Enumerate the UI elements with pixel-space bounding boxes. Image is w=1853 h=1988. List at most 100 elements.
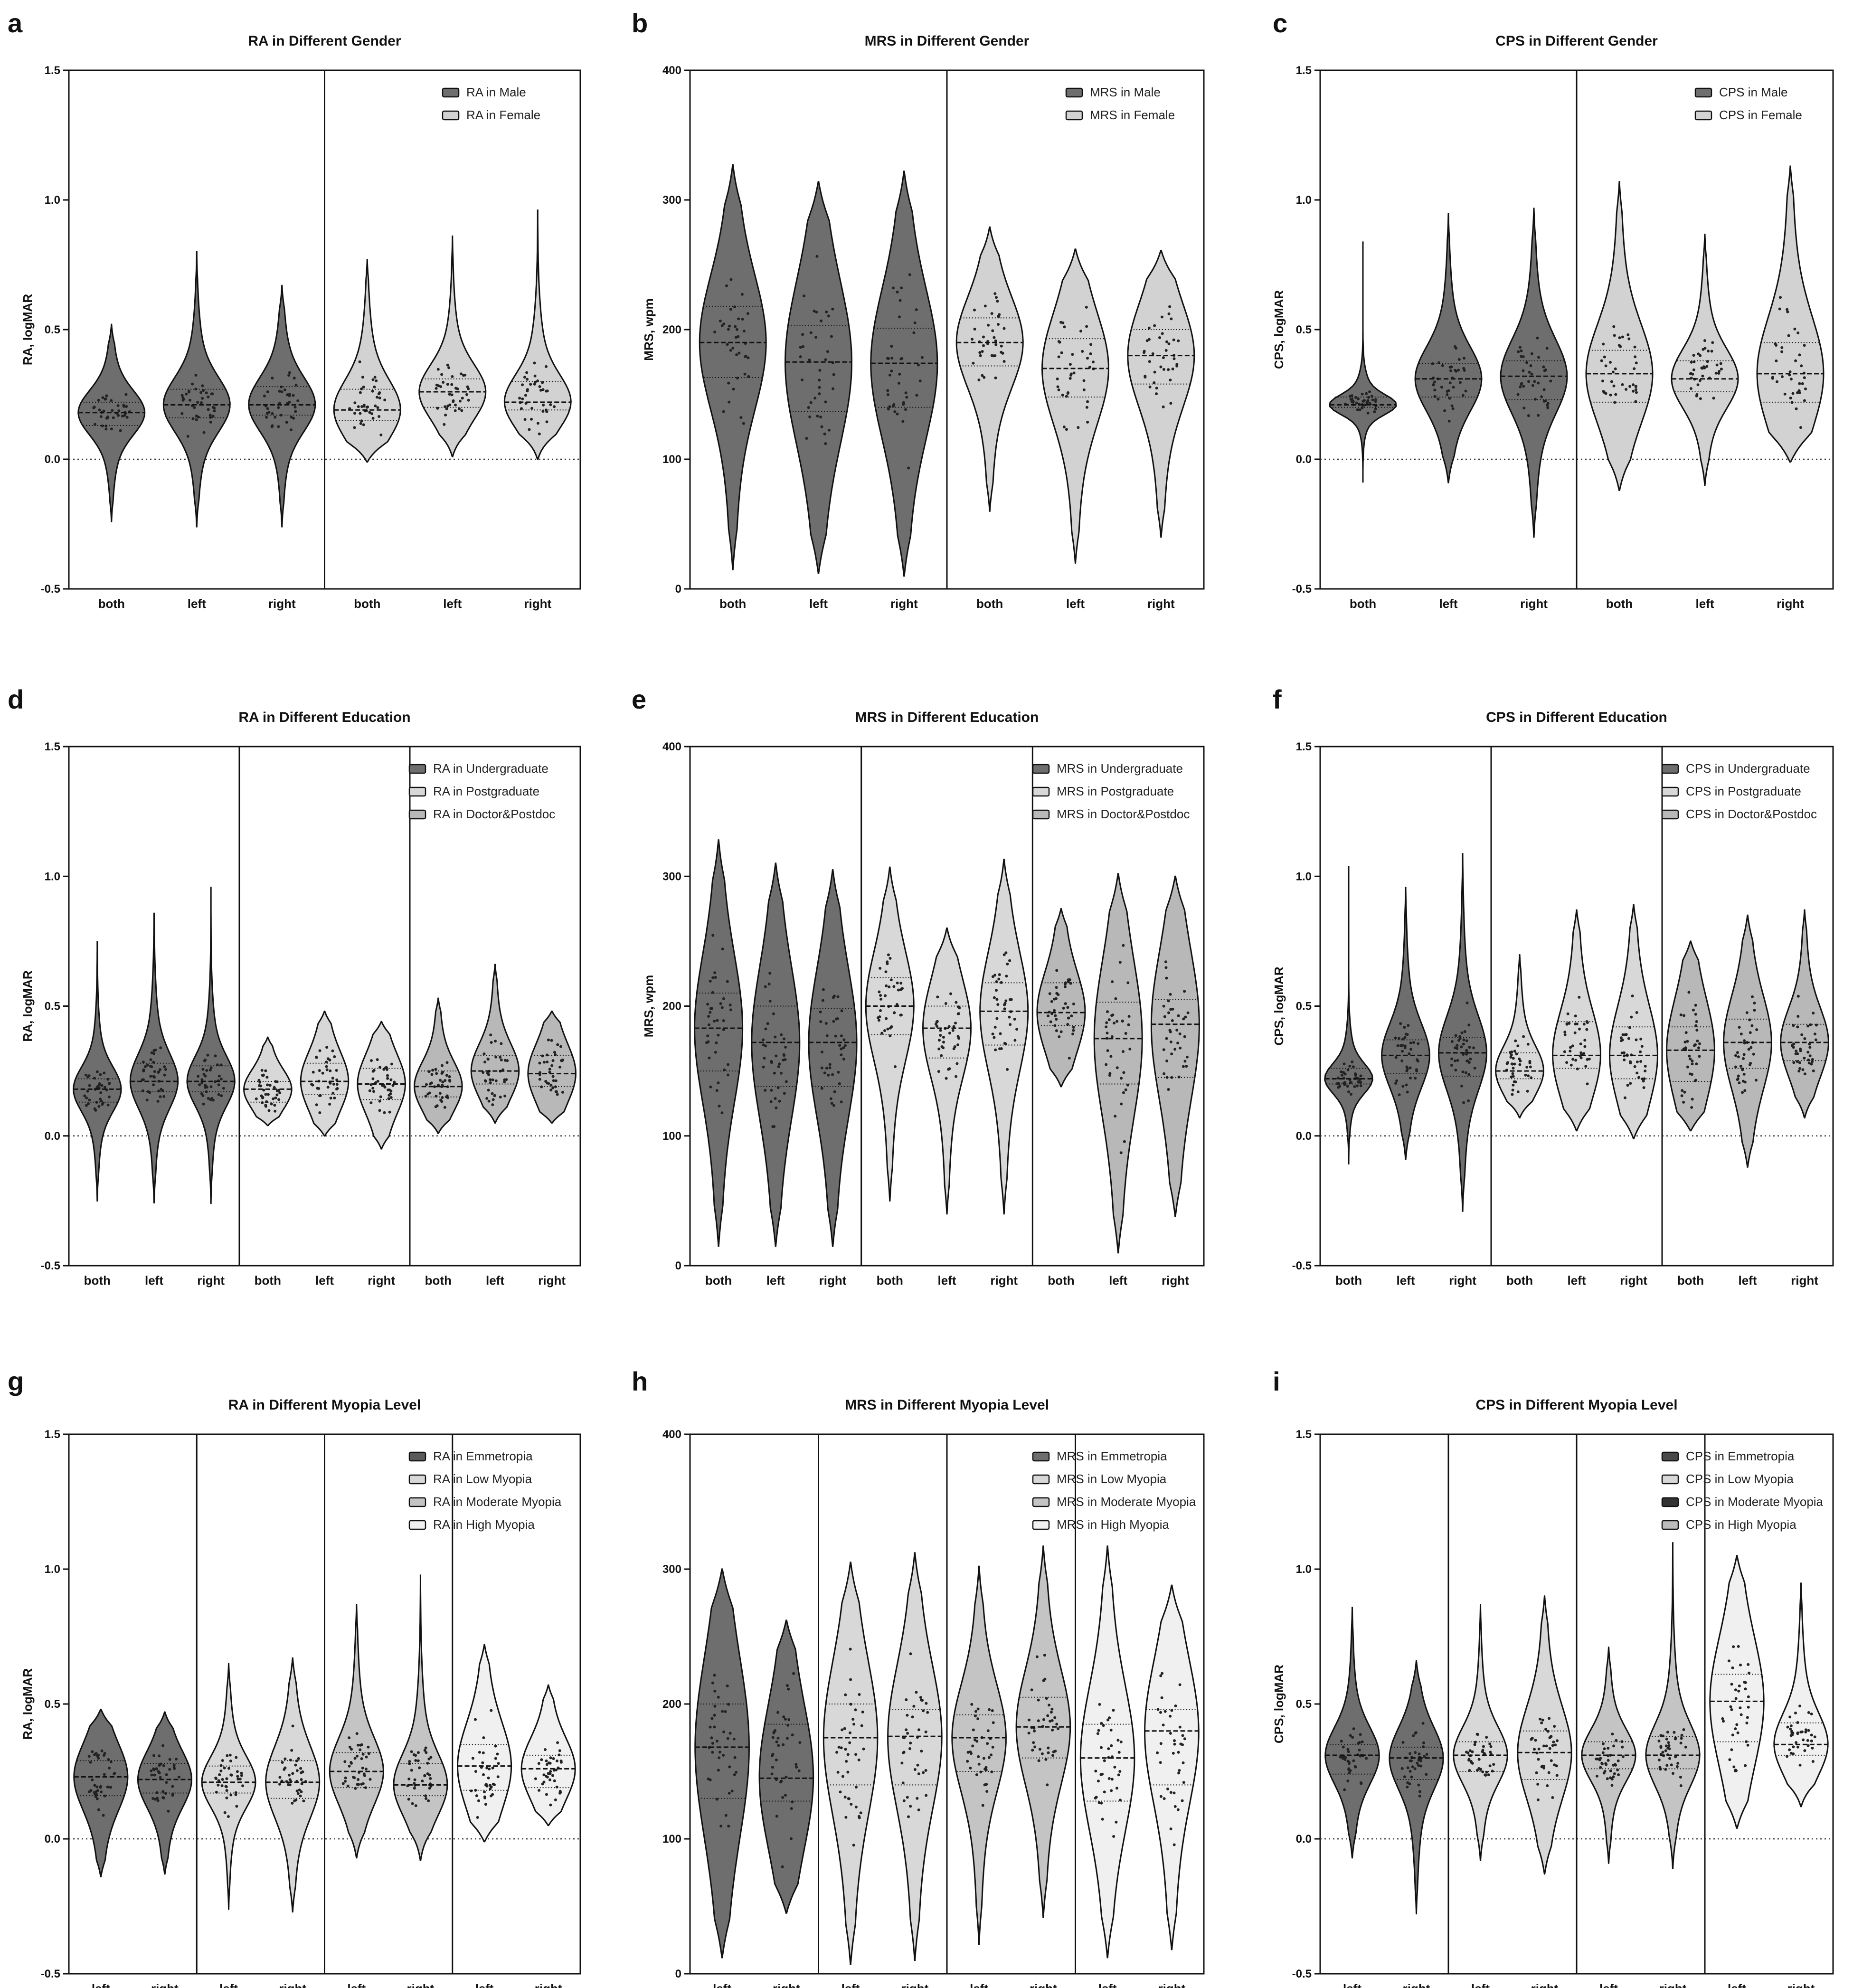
data-point [1072, 1026, 1075, 1029]
data-point [802, 345, 805, 348]
data-point [1057, 1727, 1059, 1730]
data-point [387, 1089, 390, 1091]
data-point [966, 1751, 970, 1754]
data-point [1697, 352, 1700, 356]
data-point [1116, 1020, 1119, 1023]
data-point [491, 1078, 494, 1081]
data-point [483, 1060, 487, 1064]
data-point [185, 392, 188, 396]
data-point [706, 1034, 709, 1038]
panel-title: RA in Different Education [238, 710, 410, 725]
violin-i-4 [1517, 1595, 1572, 1875]
data-point [1696, 1039, 1699, 1042]
data-point [1574, 1014, 1577, 1018]
data-point [1170, 1076, 1173, 1079]
data-point [799, 346, 802, 349]
data-point [990, 354, 993, 357]
data-point [1064, 1002, 1067, 1005]
data-point [1525, 1066, 1529, 1069]
x-tick-label: both [1048, 1273, 1074, 1287]
data-point [1462, 1042, 1465, 1046]
data-point [331, 1049, 334, 1052]
data-point [278, 1091, 282, 1095]
data-point [1684, 1745, 1687, 1749]
violin-shape [694, 1568, 750, 1959]
data-point [908, 273, 911, 276]
data-point [1441, 364, 1444, 367]
data-point [956, 1043, 959, 1046]
data-point [1578, 995, 1581, 999]
data-point [1789, 397, 1792, 400]
data-point [271, 424, 274, 427]
data-point [762, 1038, 765, 1041]
data-point [440, 1085, 444, 1089]
data-point [1623, 1058, 1626, 1061]
data-point [1796, 331, 1800, 334]
data-point [1630, 1015, 1633, 1019]
data-point [1684, 1046, 1687, 1050]
data-point [909, 1805, 912, 1808]
data-point [1049, 1711, 1053, 1714]
data-point [119, 429, 122, 432]
data-point [1103, 1759, 1106, 1762]
data-point [1798, 1067, 1802, 1070]
data-point [901, 420, 905, 423]
data-point [1635, 1038, 1638, 1041]
data-point [1569, 1050, 1572, 1053]
data-point [1813, 1032, 1816, 1036]
data-point [277, 425, 280, 428]
violin-g-2 [137, 1711, 193, 1875]
data-point [428, 1787, 431, 1790]
violin-shape [1144, 1584, 1200, 1950]
data-point [1467, 1023, 1471, 1027]
data-point [1116, 1739, 1120, 1742]
data-point [1629, 1082, 1632, 1085]
data-point [236, 1778, 240, 1781]
data-point [1806, 1051, 1810, 1054]
data-point [1611, 1732, 1614, 1736]
data-point [108, 1766, 111, 1770]
data-point [983, 376, 986, 379]
x-tick-label: right [407, 1981, 435, 1988]
data-point [416, 1759, 420, 1762]
violin-shape [694, 839, 744, 1247]
data-point [716, 1019, 719, 1022]
data-point [1466, 1751, 1470, 1755]
legend-label: RA in High Myopia [433, 1517, 535, 1532]
data-point [893, 410, 897, 413]
data-point [441, 1080, 444, 1084]
data-point [1340, 1740, 1343, 1743]
legend-swatch [408, 1474, 426, 1485]
data-point [841, 1775, 844, 1778]
data-point [998, 1047, 1002, 1051]
data-point [974, 1738, 977, 1742]
data-point [1063, 325, 1066, 329]
data-point [790, 1837, 793, 1840]
data-point [1450, 1064, 1453, 1067]
data-point [1680, 1737, 1683, 1740]
data-point [363, 1774, 366, 1777]
data-point [1463, 1030, 1466, 1033]
x-tick-label: right [1659, 1981, 1687, 1988]
data-point [1553, 1763, 1556, 1767]
data-point [1609, 1776, 1612, 1780]
data-point [942, 1036, 945, 1039]
data-point [720, 1111, 724, 1115]
data-point [905, 1698, 908, 1701]
data-point [97, 1808, 100, 1811]
data-point [421, 1780, 424, 1783]
data-point [161, 1790, 165, 1793]
data-point [1342, 1745, 1345, 1749]
data-point [1547, 1771, 1550, 1774]
violin-shape [865, 866, 915, 1202]
data-point [1690, 360, 1693, 364]
data-point [226, 1754, 229, 1757]
data-point [1118, 961, 1122, 964]
data-point [94, 1108, 97, 1112]
data-point [341, 1782, 345, 1785]
data-point [267, 1109, 271, 1112]
data-point [747, 356, 750, 360]
legend-swatch [1065, 110, 1083, 121]
data-point [1408, 1052, 1411, 1055]
